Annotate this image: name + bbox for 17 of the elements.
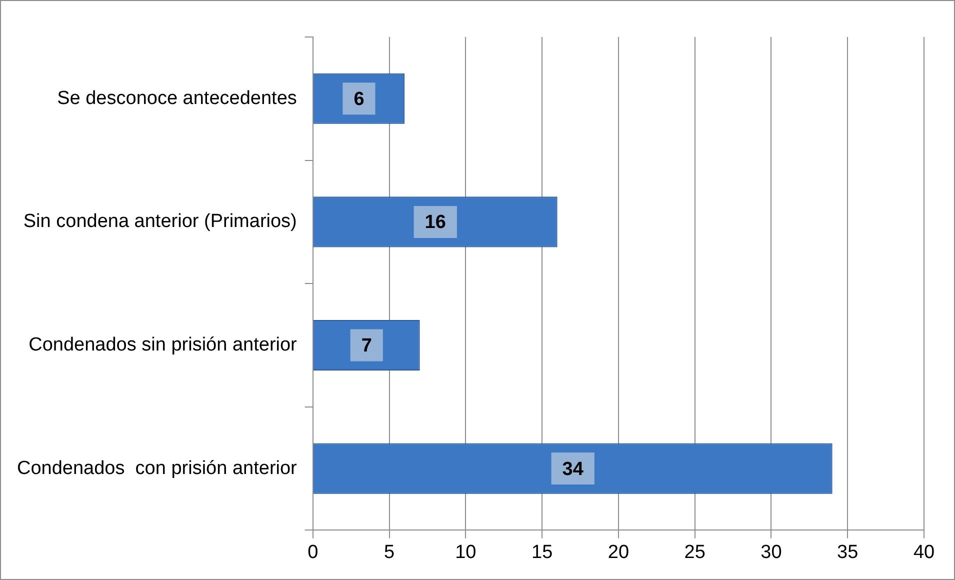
data-label: 16: [424, 212, 446, 234]
y-tick-label: Condenados sin prisión anterior: [28, 334, 298, 356]
x-tick-label: 25: [684, 542, 706, 563]
x-tick-label: 30: [760, 542, 782, 563]
y-tick-label: Condenados con prisión anterior: [16, 458, 298, 479]
y-tick-label: Se desconoce antecedentes: [57, 88, 297, 109]
data-label: 34: [562, 458, 584, 480]
x-tick-label: 15: [531, 542, 553, 563]
data-label: 7: [361, 335, 372, 356]
x-tick-label: 35: [837, 542, 858, 563]
x-tick-label: 20: [608, 542, 630, 563]
data-label: 6: [354, 88, 364, 110]
y-tick-label: Sin condena anterior (Primarios): [23, 211, 297, 232]
x-tick-label: 40: [913, 542, 935, 563]
x-tick-label: 5: [384, 542, 395, 563]
x-tick-label: 10: [455, 542, 476, 563]
x-tick-label: 0: [308, 542, 318, 563]
